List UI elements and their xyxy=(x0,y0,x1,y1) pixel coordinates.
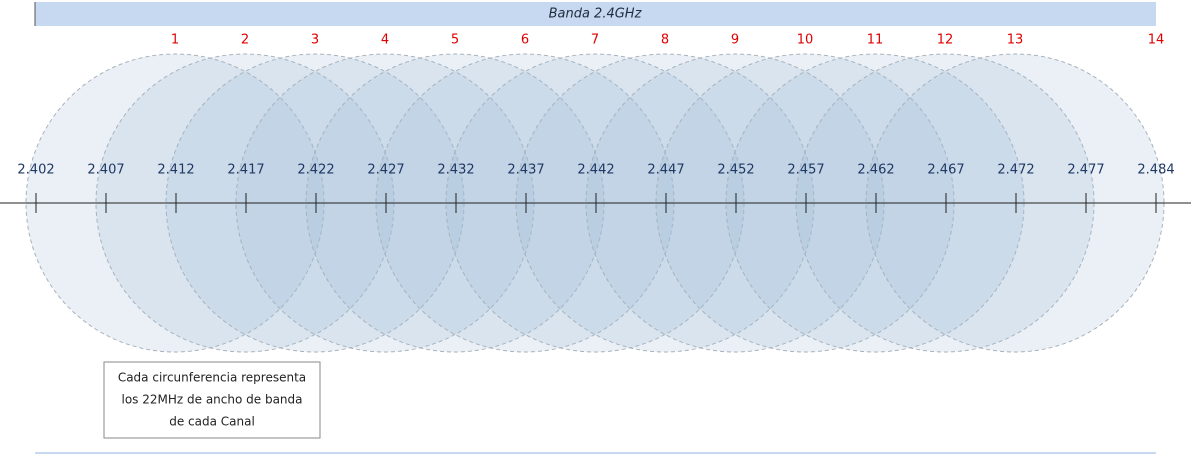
channel-number: 2 xyxy=(241,33,249,48)
channel-number: 3 xyxy=(311,33,319,48)
frequency-label: 2.442 xyxy=(577,163,614,178)
frequency-label: 2.412 xyxy=(157,163,194,178)
frequency-label: 2.477 xyxy=(1067,163,1104,178)
note: Cada circunferencia representa los 22MHz … xyxy=(118,371,306,429)
channel-number: 7 xyxy=(591,33,599,48)
frequency-label: 2.447 xyxy=(647,163,684,178)
frequency-label: 2.452 xyxy=(717,163,754,178)
title-banner xyxy=(35,2,1156,26)
note-box xyxy=(103,361,321,439)
frequency-ticks xyxy=(35,193,1157,213)
frequency-label: 2.467 xyxy=(927,163,964,178)
channel-number: 8 xyxy=(661,33,669,48)
note-line: de cada Canal xyxy=(169,415,255,429)
note-line: los 22MHz de ancho de banda xyxy=(122,393,303,407)
channel-number: 9 xyxy=(731,33,739,48)
frequency-label: 2.437 xyxy=(507,163,544,178)
note-line: Cada circunferencia representa xyxy=(118,371,306,385)
frequency-label: 2.402 xyxy=(17,163,54,178)
frequency-label: 2.432 xyxy=(437,163,474,178)
frequency-label: 2.427 xyxy=(367,163,404,178)
channel-number: 13 xyxy=(1007,33,1024,48)
title: Banda 2.4GHz xyxy=(549,7,643,22)
labels: 1 2 3 4 5 6 7 8 9 10 11 12 13 142.402 2.407 2.412 2.417 2… xyxy=(17,33,1174,178)
channel-number: 10 xyxy=(797,33,814,48)
frequency-label: 2.417 xyxy=(227,163,264,178)
frequency-label: 2.457 xyxy=(787,163,824,178)
frequency-label: 2.472 xyxy=(997,163,1034,178)
channel-number: 12 xyxy=(937,33,954,48)
channel-number: 1 xyxy=(171,33,179,48)
channel-number: 14 xyxy=(1148,33,1165,48)
channel-number: 6 xyxy=(521,33,529,48)
channel-number: 4 xyxy=(381,33,389,48)
frequency-label: 2.407 xyxy=(87,163,124,178)
frequency-label: 2.462 xyxy=(857,163,894,178)
frequency-label: 2.422 xyxy=(297,163,334,178)
channel-number: 5 xyxy=(451,33,459,48)
channel-number: 11 xyxy=(867,33,884,48)
frequency-label: 2.484 xyxy=(1137,163,1174,178)
